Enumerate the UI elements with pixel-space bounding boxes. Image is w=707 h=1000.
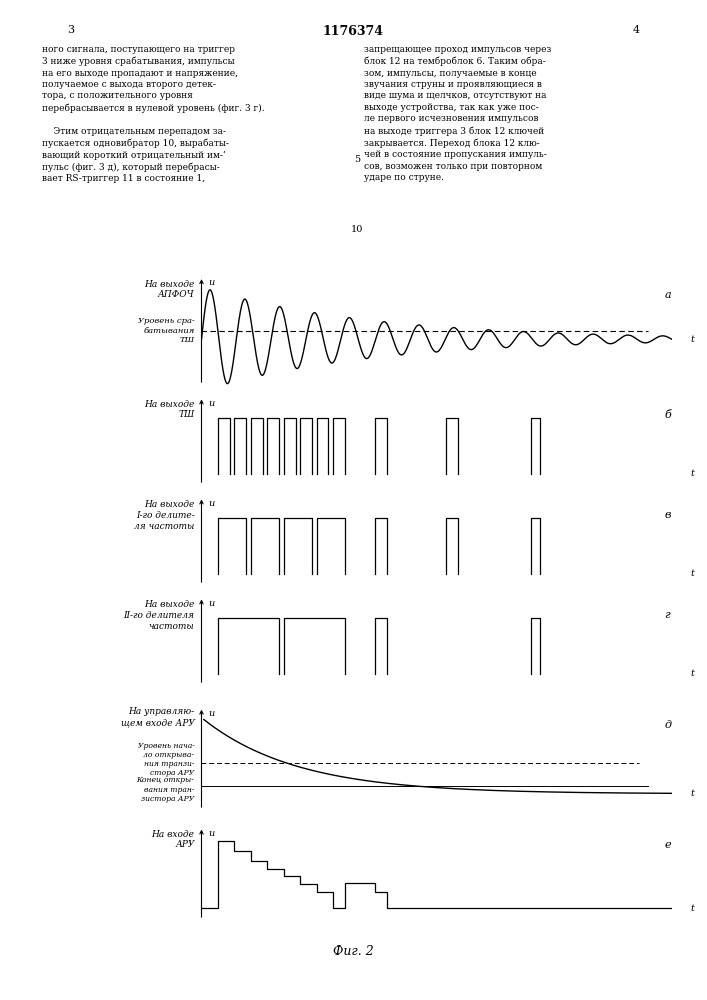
Text: запрещающее проход импульсов через
блок 12 на темброблок 6. Таким обра-
зом, имп: запрещающее проход импульсов через блок … bbox=[364, 45, 551, 182]
Text: t: t bbox=[691, 335, 694, 344]
Text: 4: 4 bbox=[633, 25, 640, 35]
Text: На управляю-
щем входе АРУ: На управляю- щем входе АРУ bbox=[121, 707, 194, 727]
Text: 1176374: 1176374 bbox=[323, 25, 384, 38]
Text: t: t bbox=[691, 469, 694, 478]
Text: ного сигнала, поступающего на триггер
3 ниже уровня срабатывания, импульсы
на ег: ного сигнала, поступающего на триггер 3 … bbox=[42, 45, 265, 183]
Text: t: t bbox=[691, 789, 694, 798]
Text: Фиг. 2: Фиг. 2 bbox=[333, 945, 374, 958]
Text: а: а bbox=[665, 290, 671, 300]
Text: б: б bbox=[665, 410, 672, 420]
Text: г: г bbox=[665, 610, 670, 620]
Text: t: t bbox=[691, 569, 694, 578]
Text: u: u bbox=[209, 599, 215, 608]
Text: На выходе
I-го делите-
ля частоты: На выходе I-го делите- ля частоты bbox=[134, 500, 194, 531]
Text: t: t bbox=[691, 904, 694, 913]
Text: u: u bbox=[209, 709, 215, 718]
Text: Уровень сра-
батывания
ТШ: Уровень сра- батывания ТШ bbox=[138, 317, 194, 344]
Text: На выходе
II-го делителя
частоты: На выходе II-го делителя частоты bbox=[124, 600, 194, 631]
Text: в: в bbox=[665, 510, 671, 520]
Text: 3: 3 bbox=[67, 25, 74, 35]
Text: Конец откры-
вания тран-
зистора АРУ: Конец откры- вания тран- зистора АРУ bbox=[136, 776, 194, 803]
Text: Уровень нача-
ло открыва-
ния транзи-
стора АРУ: Уровень нача- ло открыва- ния транзи- ст… bbox=[138, 742, 194, 777]
Text: На выходе
АПФОЧ: На выходе АПФОЧ bbox=[144, 280, 194, 299]
Text: u: u bbox=[209, 829, 215, 838]
Text: u: u bbox=[209, 399, 215, 408]
Text: 10: 10 bbox=[351, 225, 363, 234]
Text: На выходе
ТШ: На выходе ТШ bbox=[144, 400, 194, 419]
Text: е: е bbox=[665, 840, 671, 850]
Text: д: д bbox=[665, 720, 672, 730]
Text: На входе
АРУ: На входе АРУ bbox=[151, 830, 194, 849]
Text: t: t bbox=[691, 669, 694, 678]
Text: u: u bbox=[209, 499, 215, 508]
Text: u: u bbox=[209, 278, 215, 287]
Text: 5: 5 bbox=[354, 155, 360, 164]
